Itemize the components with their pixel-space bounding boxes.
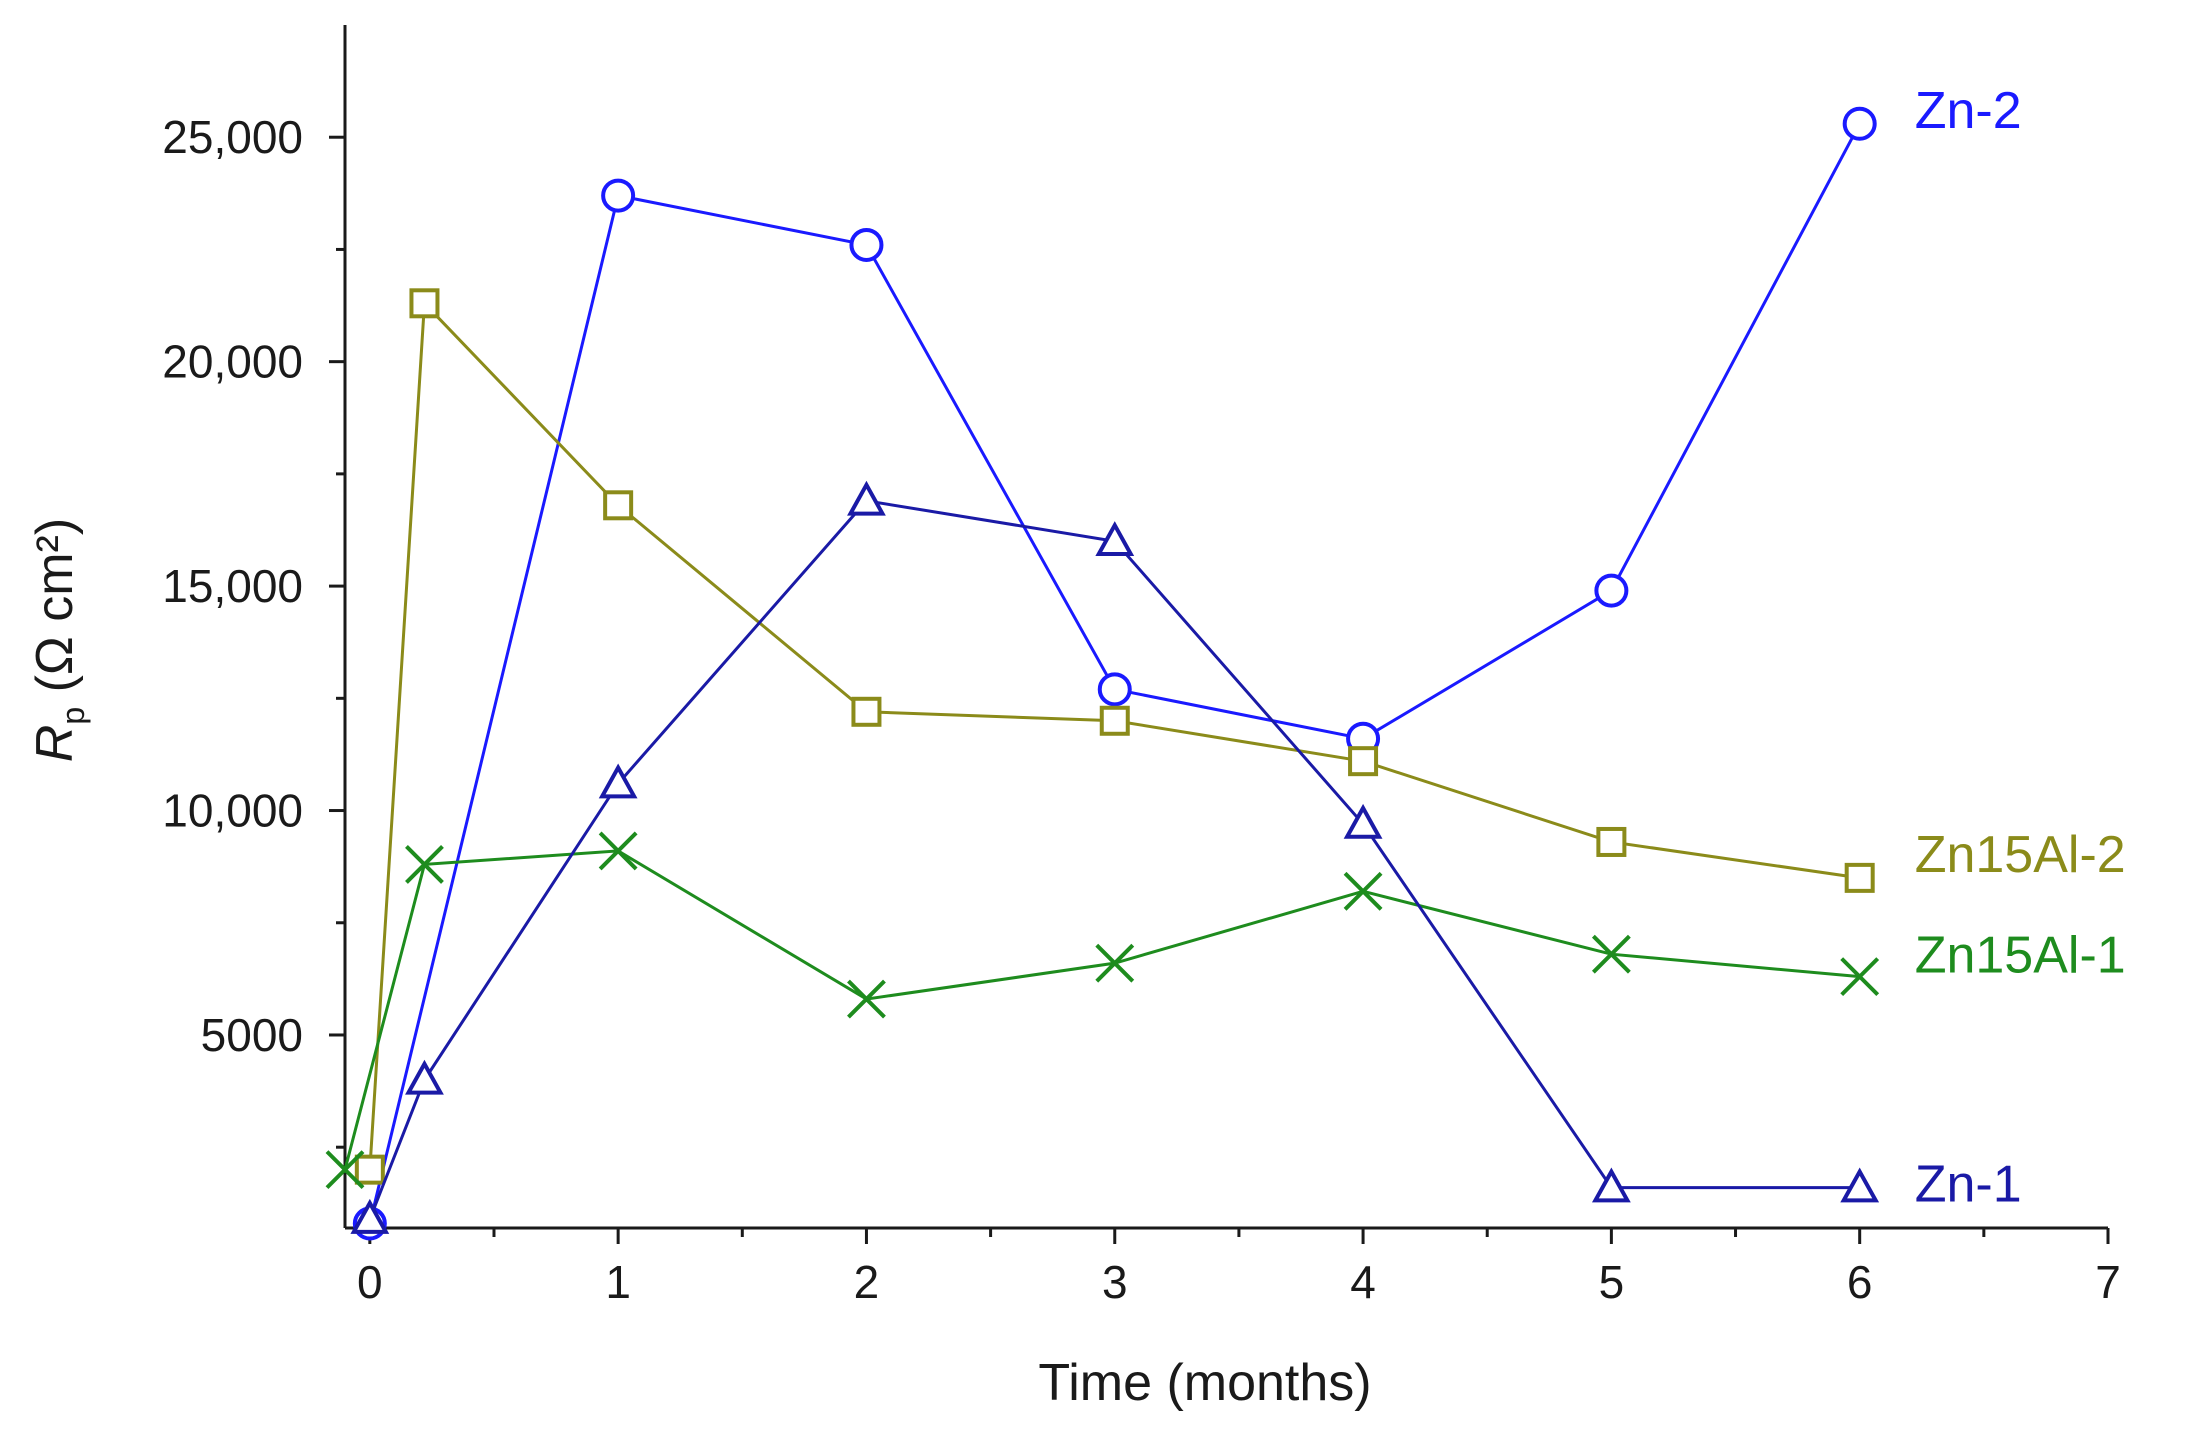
x-tick-label-2: 2: [854, 1256, 880, 1308]
y-tick-label-20000: 20,000: [162, 336, 303, 388]
series-label-zn-2: Zn-2: [1915, 82, 2022, 140]
marker-zn-1-4: [1095, 521, 1135, 557]
series-line-zn-1: [368, 499, 1860, 1220]
marker-zn15al-2-1: [409, 288, 440, 319]
series-label-zn-1: Zn-1: [1915, 1156, 2022, 1214]
y-tick-label-10000: 10,000: [162, 785, 303, 837]
marker-zn-1-0: [350, 1198, 390, 1234]
marker-zn-2-3: [1097, 672, 1132, 707]
y-axis-title-symbol: R: [26, 725, 84, 763]
y-tick-label-15000: 15,000: [162, 560, 303, 612]
marker-zn15al-2-6: [1596, 826, 1627, 857]
series-label-zn15al-2: Zn15Al-2: [1915, 826, 2126, 884]
marker-zn-1-7: [1840, 1167, 1880, 1203]
marker-zn-1-2: [598, 763, 638, 799]
x-axis-title: Time (months): [1038, 1354, 1371, 1412]
series-label-zn15al-1: Zn15Al-1: [1915, 927, 2126, 985]
series-layer: [325, 106, 1880, 1241]
marker-zn-2-2: [849, 227, 884, 262]
marker-zn15al-1-5: [1343, 871, 1383, 911]
marker-zn15al-2-7: [1844, 862, 1875, 893]
y-tick-label-25000: 25,000: [162, 111, 303, 163]
marker-zn15al-1-7: [1840, 957, 1880, 997]
x-tick-label-0: 0: [357, 1256, 383, 1308]
marker-zn-2-5: [1594, 573, 1629, 608]
marker-zn-1-6: [1591, 1167, 1631, 1203]
series-line-zn15al-2: [368, 299, 1860, 1170]
series-line-zn15al-1: [343, 849, 1860, 1171]
x-tick-label-1: 1: [605, 1256, 631, 1308]
y-axis-title: Rp (Ω cm²): [26, 518, 91, 762]
series-labels: Zn-2 Zn15Al-2 Zn15Al-1 Zn-1: [1915, 82, 2126, 1214]
marker-zn15al-1-1: [405, 844, 444, 884]
axes: [343, 25, 2108, 1230]
marker-zn15al-1-2: [598, 831, 638, 871]
x-tick-label-4: 4: [1350, 1256, 1376, 1308]
marker-zn15al-2-4: [1099, 705, 1130, 736]
series-zn-2: [352, 106, 1877, 1241]
marker-zn-2-6: [1842, 106, 1877, 141]
series-zn15al-1: [325, 831, 1880, 1190]
y-tick-label-5000: 5000: [201, 1009, 303, 1061]
x-tick-label-3: 3: [1102, 1256, 1128, 1308]
marker-zn15al-1-0: [325, 1150, 365, 1190]
y-axis-title-subscript: p: [55, 707, 91, 725]
marker-zn-1-3: [847, 480, 886, 516]
marker-zn15al-2-3: [851, 696, 882, 727]
marker-zn15al-2-2: [603, 490, 634, 521]
ticks: 0 1 2 3 4 5 6 7 5000 10,000 15,000 20,000 25,000: [162, 111, 2121, 1308]
marker-zn-1-1: [405, 1059, 444, 1095]
x-tick-label-7: 7: [2095, 1256, 2121, 1308]
y-axis-title-units: (Ω cm²): [26, 518, 84, 707]
marker-zn15al-1-3: [847, 979, 886, 1019]
x-tick-label-5: 5: [1599, 1256, 1625, 1308]
series-zn-1: [350, 480, 1880, 1234]
marker-zn15al-2-5: [1348, 746, 1379, 777]
marker-zn-1-5: [1343, 803, 1383, 839]
marker-zn-2-1: [601, 178, 636, 213]
marker-zn15al-1-6: [1591, 934, 1631, 974]
marker-zn15al-1-4: [1095, 943, 1135, 983]
marker-zn15al-2-0: [354, 1154, 385, 1185]
series-zn15al-2: [354, 288, 1875, 1185]
x-tick-label-6: 6: [1847, 1256, 1873, 1308]
